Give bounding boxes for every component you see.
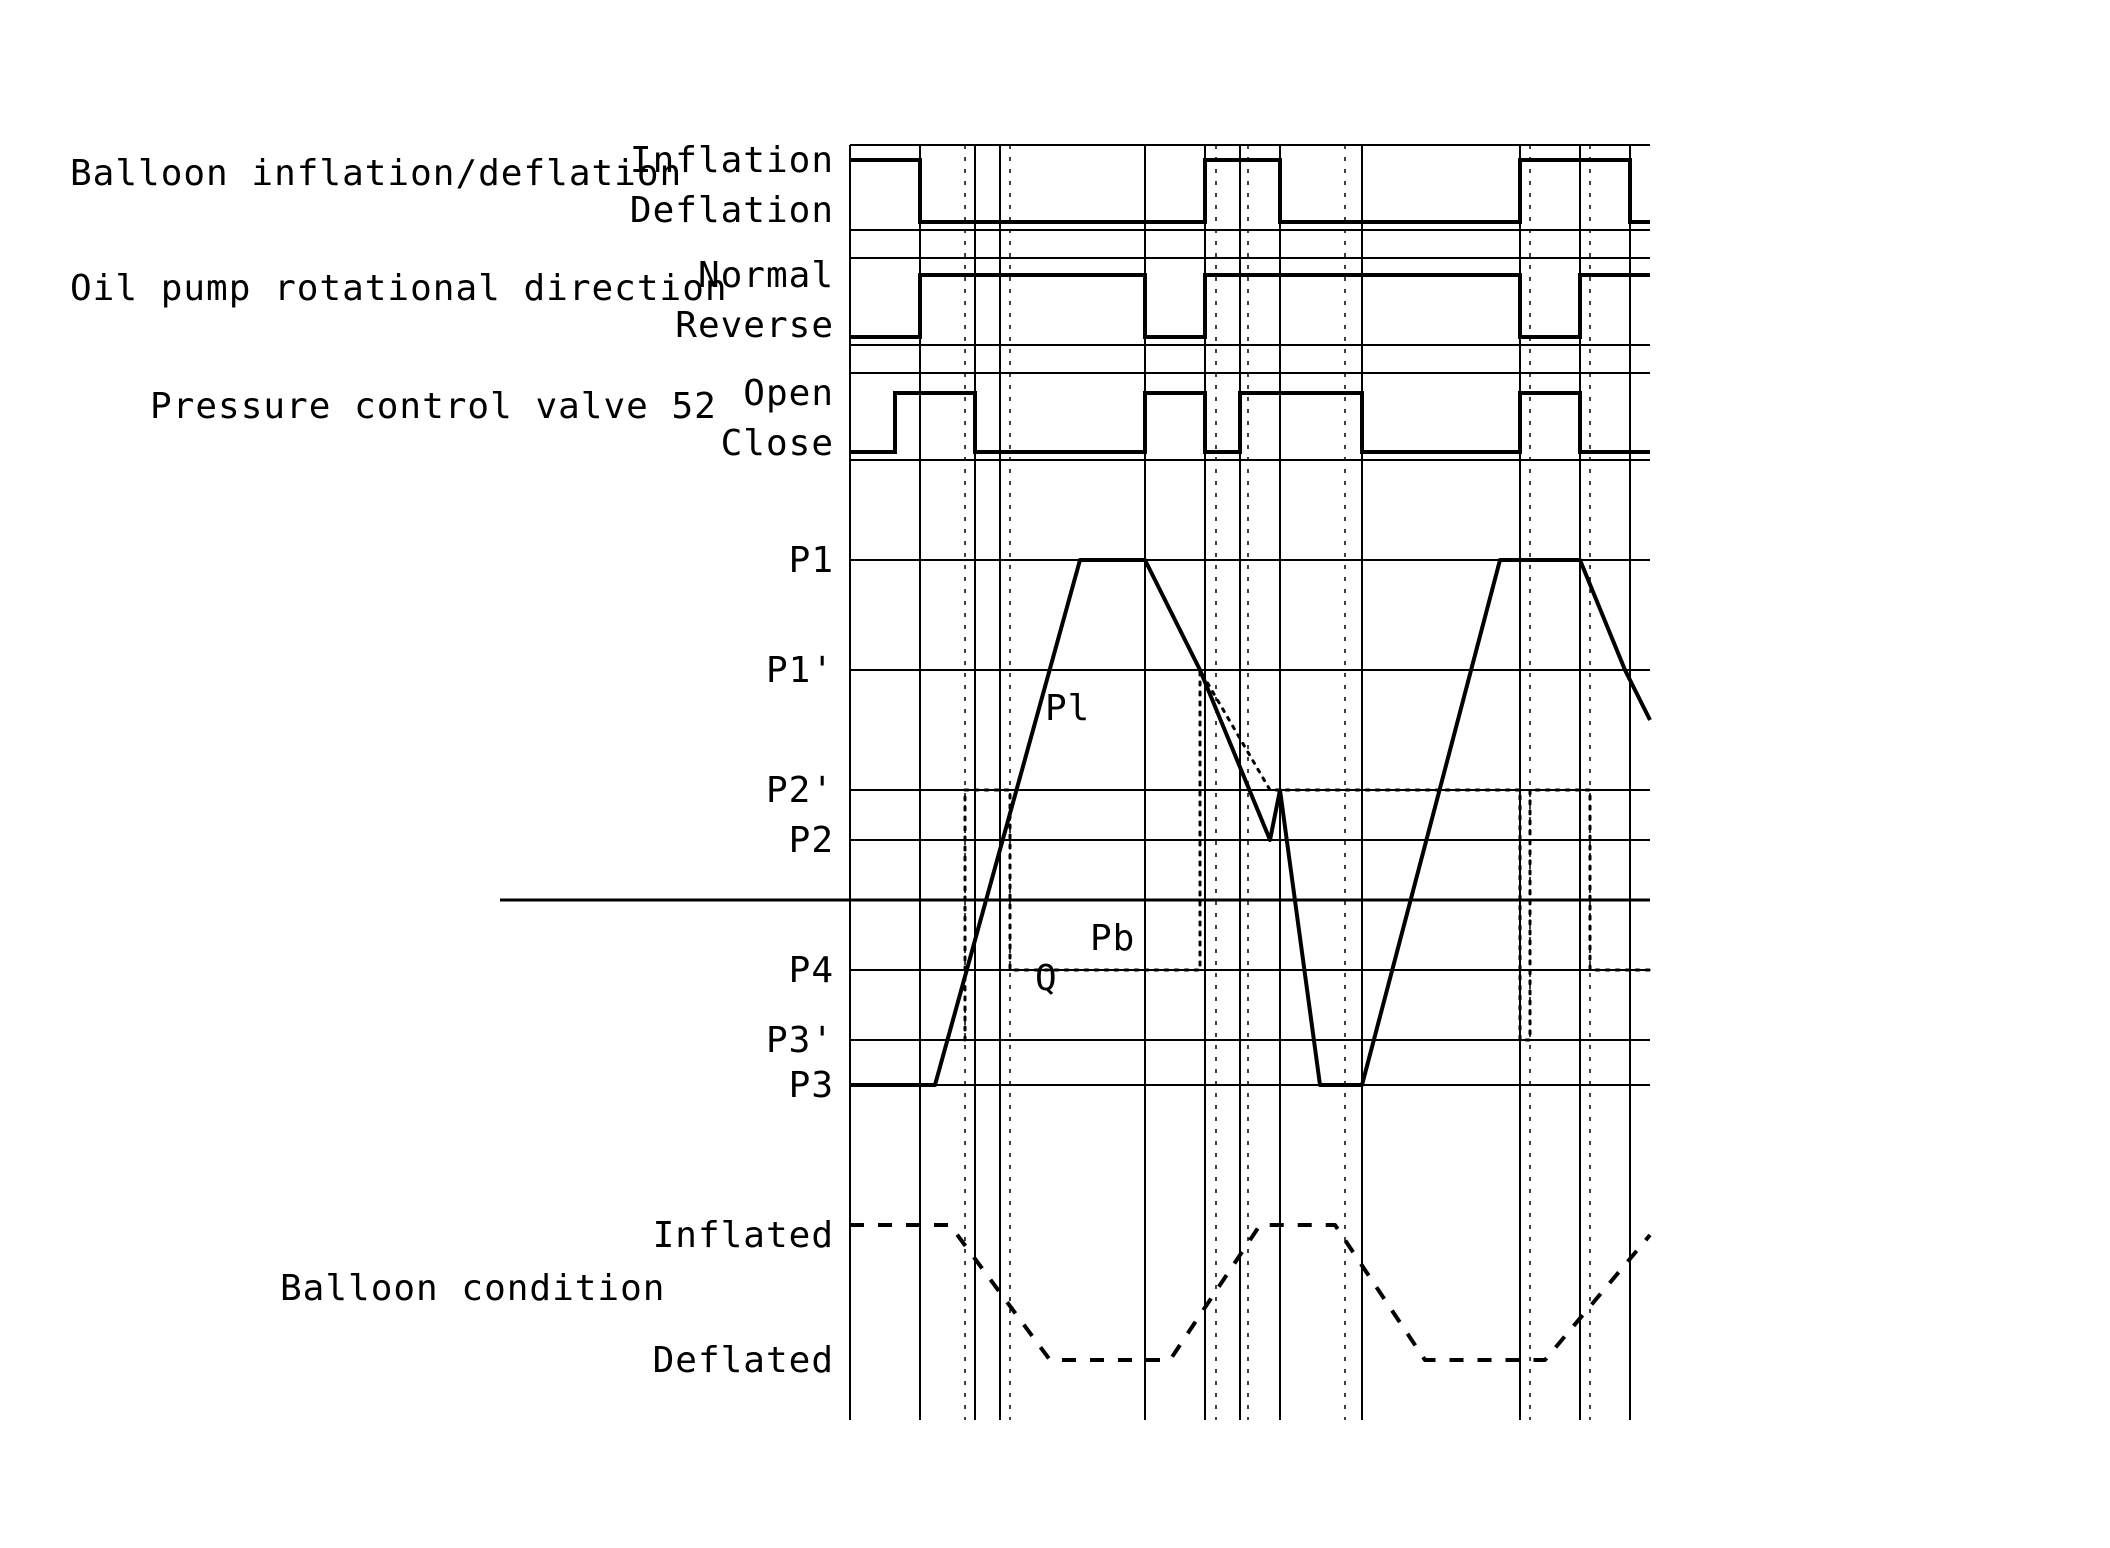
svg-text:Deflated: Deflated	[653, 1340, 834, 1381]
svg-text:Open: Open	[743, 373, 834, 414]
svg-text:Inflation: Inflation	[630, 140, 834, 181]
label-balloon-state: Balloon condition	[280, 1268, 665, 1309]
pressure-level-P2: P2	[789, 820, 834, 861]
pressure-level-P1: P1	[789, 540, 834, 581]
pressure-level-P4: P4	[789, 950, 834, 991]
label-balloon-cmd: Balloon inflation/deflation	[70, 153, 682, 194]
pressure-level-P1': P1'	[766, 650, 834, 691]
pressure-level-P2': P2'	[766, 770, 834, 811]
svg-text:Normal: Normal	[698, 255, 834, 296]
pressure-level-P3: P3	[789, 1065, 834, 1106]
svg-text:Reverse: Reverse	[675, 305, 834, 346]
svg-text:Deflation: Deflation	[630, 190, 834, 231]
svg-text:Inflated: Inflated	[653, 1215, 834, 1256]
balloon-condition-waveform	[850, 1225, 1650, 1360]
timing-diagram: P1 P1' P2' P2 P4 P3'P3 Balloon inflation/defla…	[0, 0, 2110, 1548]
label-valve: Pressure control valve 52	[150, 386, 717, 427]
inner-label-Pb: Pb	[1090, 918, 1135, 959]
label-pump: Oil pump rotational direction	[70, 268, 728, 309]
pressure-level-P3': P3'	[766, 1020, 834, 1061]
inner-label-Pl: Pl	[1045, 688, 1090, 729]
svg-text:Close: Close	[721, 423, 834, 464]
inner-label-Q: Q	[1035, 958, 1058, 999]
